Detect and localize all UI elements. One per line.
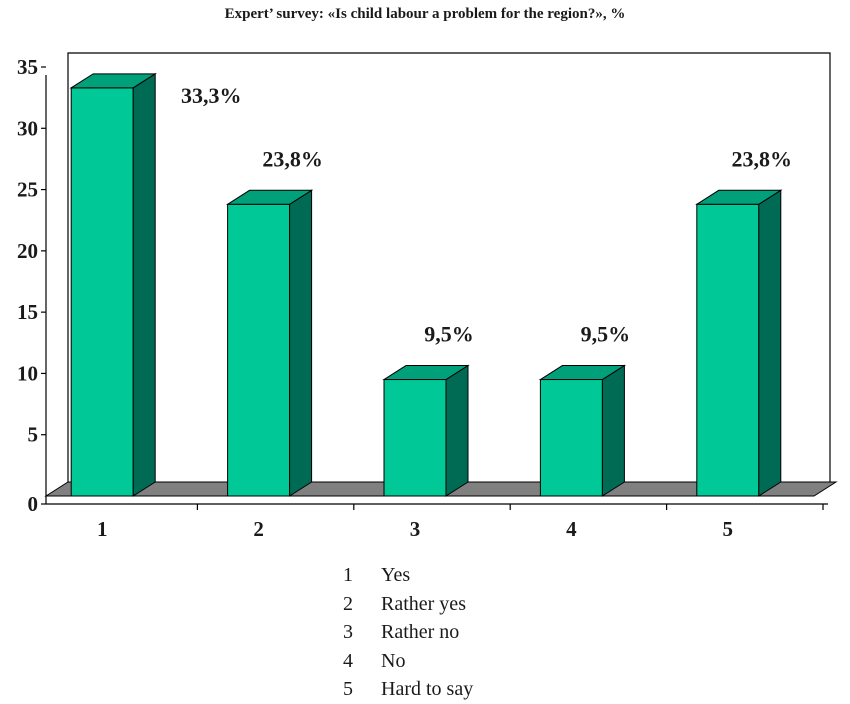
y-tick-label: 0: [28, 492, 39, 516]
legend-key: 2: [343, 592, 353, 615]
legend-key: 1: [343, 564, 353, 586]
bar: [227, 203, 291, 497]
bar-side: [289, 189, 313, 497]
legend-label: Yes: [381, 564, 411, 586]
y-tick-label: 10: [17, 361, 38, 385]
bar: [696, 203, 760, 497]
bar-top: [69, 73, 157, 89]
bar-side: [758, 189, 782, 497]
x-tick-label: 3: [410, 517, 421, 541]
y-tick-label: 20: [17, 239, 38, 263]
x-tick-label: 4: [566, 517, 577, 541]
x-tick-label: 2: [253, 517, 264, 541]
legend-label: No: [381, 649, 406, 672]
bar: [70, 87, 134, 497]
bar-side: [601, 364, 625, 497]
legend-item: 2 Rather yes: [343, 590, 473, 619]
y-tick-label: 15: [17, 300, 38, 324]
chart-title: Expert’ survey: «Is child labour a probl…: [224, 6, 626, 22]
data-label: 9,5%: [581, 322, 631, 347]
x-tick-label: 5: [723, 517, 734, 541]
legend-label: Hard to say: [381, 678, 474, 700]
legend-item: 3 Rather no: [343, 618, 473, 647]
bar: [383, 379, 447, 497]
y-tick-label: 30: [17, 116, 38, 140]
bar-top: [225, 189, 314, 205]
legend-item: 4 No: [343, 647, 473, 676]
y-tick-label: 5: [28, 423, 39, 447]
legend-key: 3: [343, 621, 353, 643]
bar: [539, 379, 603, 497]
data-label: 33,3%: [181, 83, 242, 108]
bar-side: [132, 72, 156, 497]
legend-label: Rather no: [381, 621, 460, 643]
data-label: 23,8%: [262, 146, 323, 171]
data-label: 23,8%: [732, 146, 793, 171]
x-tick-label: 1: [97, 517, 108, 541]
data-label: 9,5%: [424, 322, 474, 347]
y-tick-label: 35: [17, 55, 38, 79]
legend-key: 5: [343, 678, 353, 700]
bar-top: [538, 365, 627, 381]
bar-top: [382, 365, 470, 381]
legend-label: Rather yes: [381, 592, 466, 615]
legend: 1 Yes 2 Rather yes 3 Rather no 4 No 5 Ha…: [343, 561, 473, 704]
y-tick-label: 25: [17, 178, 38, 202]
back-wall: [67, 52, 831, 482]
legend-item: 5 Hard to say: [343, 675, 473, 704]
bar-top: [695, 189, 783, 205]
legend-item: 1 Yes: [343, 561, 473, 590]
bar-side: [445, 364, 469, 497]
legend-key: 4: [343, 649, 353, 672]
